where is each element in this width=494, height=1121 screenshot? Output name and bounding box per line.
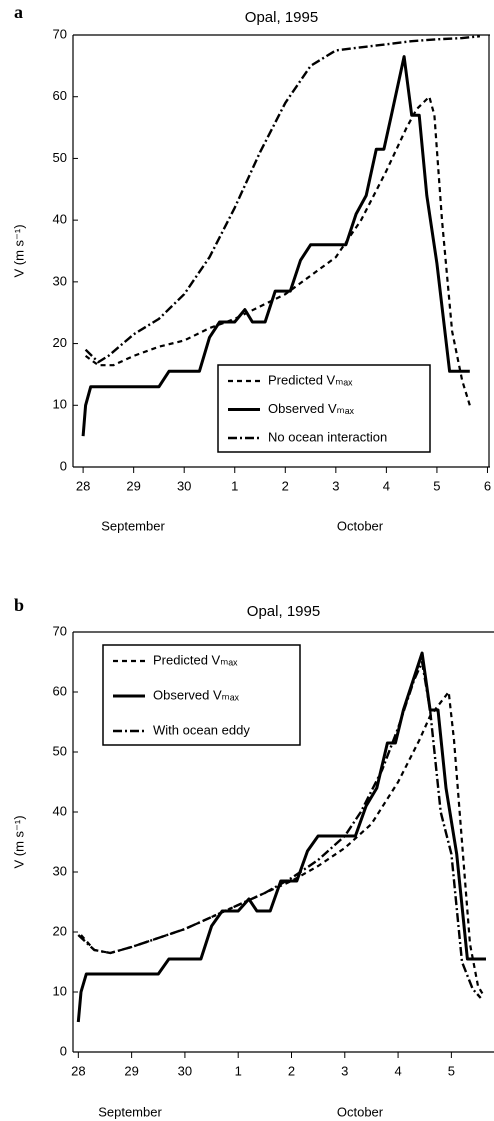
x-group-label: October (337, 518, 384, 533)
chart-title: Opal, 1995 (245, 9, 318, 26)
x-tick-label: 2 (288, 1063, 295, 1078)
y-axis-label: V (m s⁻¹) (11, 224, 26, 277)
x-tick-label: 3 (332, 478, 339, 493)
y-tick-label: 10 (53, 983, 67, 998)
y-tick-label: 60 (53, 683, 67, 698)
x-tick-label: 4 (394, 1063, 401, 1078)
x-group-label: September (98, 1104, 162, 1119)
series-line (77, 660, 482, 999)
series-line (84, 95, 471, 406)
chart-title: Opal, 1995 (247, 603, 320, 620)
series-line (84, 35, 481, 364)
x-tick-label: 29 (126, 478, 140, 493)
y-tick-label: 70 (53, 26, 67, 41)
x-tick-label: 6 (484, 478, 491, 493)
y-tick-label: 70 (53, 623, 67, 638)
legend-label: No ocean interaction (268, 429, 387, 444)
y-tick-label: 20 (53, 335, 67, 350)
y-tick-label: 0 (60, 458, 67, 473)
legend-label: Predicted Vₘₐₓ (153, 652, 238, 667)
x-group-label: September (101, 518, 165, 533)
y-tick-label: 20 (53, 923, 67, 938)
x-tick-label: 1 (235, 1063, 242, 1078)
legend-label: Observed Vₘₐₓ (268, 401, 355, 416)
x-tick-label: 28 (71, 1063, 85, 1078)
x-tick-label: 28 (76, 478, 90, 493)
x-tick-label: 4 (383, 478, 390, 493)
y-tick-label: 40 (53, 803, 67, 818)
x-tick-label: 1 (231, 478, 238, 493)
y-tick-label: 50 (53, 150, 67, 165)
x-tick-label: 5 (448, 1063, 455, 1078)
y-tick-label: 30 (53, 273, 67, 288)
y-tick-label: 60 (53, 88, 67, 103)
y-tick-label: 10 (53, 397, 67, 412)
series-line (76, 651, 486, 1023)
x-tick-label: 30 (178, 1063, 192, 1078)
x-tick-label: 2 (282, 478, 289, 493)
y-axis-label: V (m s⁻¹) (11, 815, 26, 868)
x-tick-label: 29 (124, 1063, 138, 1078)
panel-label: a (14, 2, 23, 22)
panel-label: b (14, 595, 24, 615)
x-tick-label: 3 (341, 1063, 348, 1078)
y-tick-label: 40 (53, 212, 67, 227)
x-tick-label: 30 (177, 478, 191, 493)
x-tick-label: 5 (433, 478, 440, 493)
y-tick-label: 30 (53, 863, 67, 878)
x-group-label: October (337, 1104, 384, 1119)
y-tick-label: 50 (53, 743, 67, 758)
legend-label: Predicted Vₘₐₓ (268, 372, 353, 387)
y-tick-label: 0 (60, 1043, 67, 1058)
series-line (81, 55, 470, 437)
legend-label: Observed Vₘₐₓ (153, 687, 240, 702)
legend-label: With ocean eddy (153, 722, 250, 737)
